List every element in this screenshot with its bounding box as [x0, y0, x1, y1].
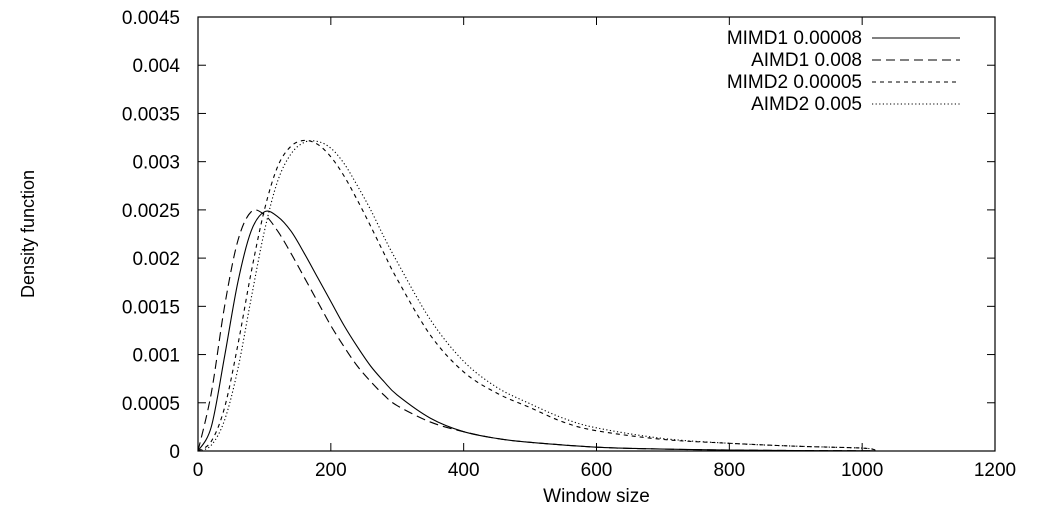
y-tick-label: 0.0015: [122, 297, 180, 318]
x-tick-label: 200: [315, 460, 347, 481]
x-tick-label: 400: [448, 460, 480, 481]
series-line-1: [197, 210, 876, 452]
tick-labels: 0 200 400 600 800 1000 1200 0 0.0005 0.001 0.0015 0…: [122, 8, 1016, 481]
legend-label: AIMD2 0.005: [751, 94, 862, 115]
y-tick-label: 0.002: [132, 249, 180, 270]
legend-label: MIMD2 0.00005: [727, 72, 862, 93]
y-tick-label: 0.0025: [122, 201, 180, 222]
y-axis-title: Density function: [18, 170, 38, 298]
x-tick-label: 800: [713, 460, 745, 481]
y-tick-label: 0.004: [132, 56, 180, 77]
x-tick-label: 1000: [841, 460, 883, 481]
series-line-3: [197, 139, 876, 452]
series-line-2: [197, 209, 876, 452]
y-tick-label: 0.001: [132, 346, 180, 367]
legend-label: MIMD1 0.00008: [727, 28, 862, 49]
ticks: [197, 16, 996, 452]
y-tick-label: 0.0035: [122, 104, 180, 125]
x-tick-label: 0: [193, 460, 204, 481]
y-tick-label: 0.003: [132, 153, 180, 174]
x-tick-label: 1200: [974, 460, 1016, 481]
x-tick-label: 600: [581, 460, 613, 481]
y-tick-label: 0.0045: [122, 8, 180, 29]
legend-label: AIMD1 0.008: [751, 50, 862, 71]
series-line-4: [197, 140, 876, 452]
y-tick-label: 0: [169, 442, 180, 463]
x-axis-title: Window size: [543, 486, 650, 507]
series-lines: [197, 139, 876, 452]
y-tick-label: 0.0005: [122, 394, 180, 415]
